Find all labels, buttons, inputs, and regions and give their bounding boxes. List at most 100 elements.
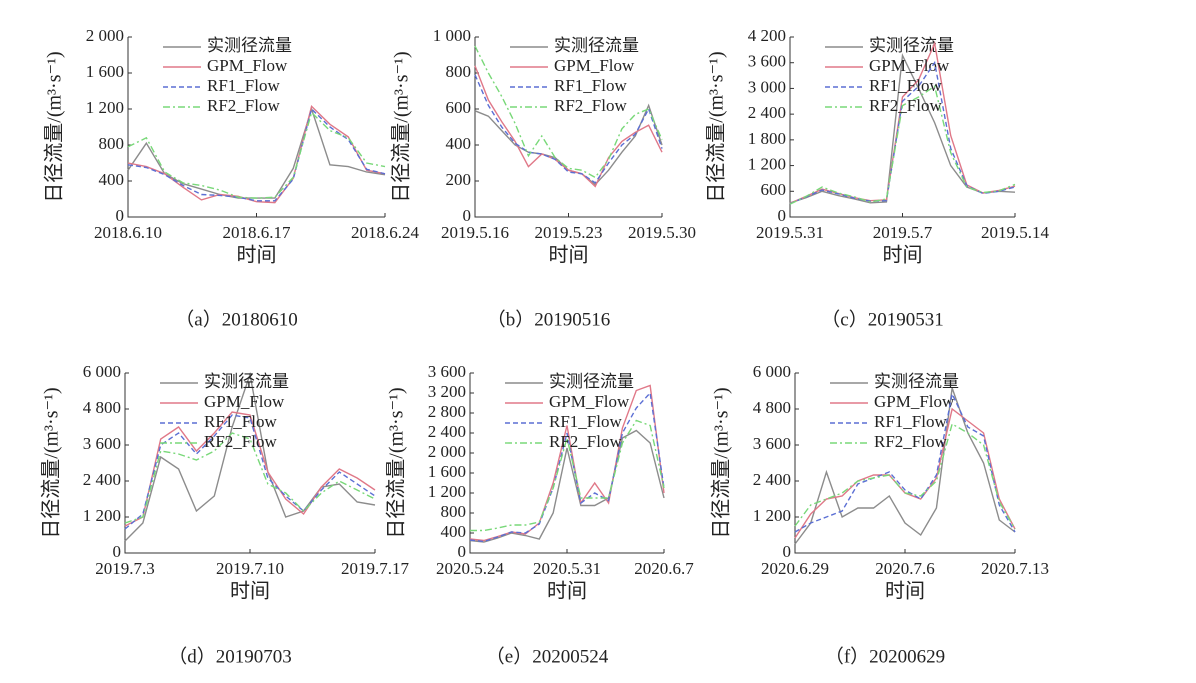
y-tick-label: 3 600 — [753, 434, 791, 453]
y-tick-label: 4 800 — [753, 398, 791, 417]
y-tick-label: 0 — [778, 206, 787, 225]
x-tick-label: 2018.6.24 — [351, 223, 420, 242]
y-tick-label: 2 800 — [428, 402, 466, 421]
series-line — [127, 111, 386, 199]
caption: （f）20200629 — [825, 645, 945, 667]
series-line — [127, 104, 386, 204]
y-tick-label: 1 200 — [83, 506, 121, 525]
legend-label: GPM_Flow — [554, 56, 635, 75]
y-tick-label: 1 600 — [86, 62, 124, 81]
y-axis-label: 日径流量/(m³·s⁻¹) — [705, 51, 728, 202]
legend-label: 实测径流量 — [869, 36, 954, 55]
y-tick-label: 400 — [99, 170, 125, 189]
panel: 0 600 1 200 1 800 2 400 3 000 3 600 4 200 2019.5… — [705, 26, 1050, 330]
series-line — [474, 103, 663, 186]
y-tick-label: 0 — [783, 542, 792, 561]
series-line — [127, 107, 386, 202]
y-tick-label: 800 — [441, 502, 467, 521]
x-tick-label: 2019.5.30 — [628, 223, 696, 242]
legend-label: RF2_Flow — [869, 96, 942, 115]
y-tick-label: 4 200 — [748, 26, 786, 45]
x-axis-label: 时间 — [885, 580, 925, 603]
series-line — [789, 60, 1016, 205]
y-tick-label: 400 — [441, 522, 467, 541]
x-tick-label: 2019.7.10 — [216, 559, 284, 578]
legend-label: 实测径流量 — [874, 372, 959, 391]
x-tick-label: 2019.7.3 — [95, 559, 155, 578]
x-axis-label: 时间 — [237, 244, 277, 267]
y-tick-label: 0 — [463, 206, 472, 225]
legend-label: RF1_Flow — [554, 76, 627, 95]
x-axis-label: 时间 — [230, 580, 270, 603]
y-tick-label: 2 400 — [83, 470, 121, 489]
y-tick-label: 800 — [446, 62, 472, 81]
series-line — [794, 422, 1016, 530]
panel: 0 1 200 2 400 3 600 4 800 6 000 2020.6.29 2020.… — [710, 362, 1049, 667]
y-tick-label: 1 000 — [433, 26, 471, 45]
y-tick-label: 6 000 — [83, 362, 121, 381]
x-axis-label: 时间 — [883, 244, 923, 267]
y-axis-label: 日径流量/(m³·s⁻¹) — [710, 387, 733, 538]
y-tick-label: 1 200 — [753, 506, 791, 525]
y-tick-label: 3 200 — [428, 382, 466, 401]
series-line — [124, 414, 376, 530]
y-axis-label: 日径流量/(m³·s⁻¹) — [385, 387, 408, 538]
y-tick-label: 0 — [116, 206, 125, 225]
series-line — [474, 74, 663, 184]
series-line — [127, 106, 386, 199]
legend-label: GPM_Flow — [549, 392, 630, 411]
legend-label: RF2_Flow — [207, 96, 280, 115]
panel: 0 1 200 2 400 3 600 4 800 6 000 2019.7.3 2019.7… — [40, 362, 410, 667]
y-axis-label: 日径流量/(m³·s⁻¹) — [43, 51, 66, 202]
x-tick-label: 2020.6.7 — [634, 559, 694, 578]
series-line — [124, 432, 376, 524]
x-tick-label: 2020.7.6 — [875, 559, 935, 578]
y-tick-label: 3 600 — [748, 52, 786, 71]
y-tick-label: 2 400 — [748, 103, 786, 122]
x-tick-label: 2020.6.29 — [761, 559, 829, 578]
caption: （e）20200524 — [486, 645, 609, 667]
y-axis-label: 日径流量/(m³·s⁻¹) — [40, 387, 63, 538]
series-line — [474, 45, 663, 179]
x-tick-label: 2019.5.14 — [981, 223, 1050, 242]
x-tick-label: 2019.7.17 — [341, 559, 410, 578]
x-tick-label: 2019.5.7 — [873, 223, 933, 242]
y-tick-label: 2 000 — [428, 442, 466, 461]
y-tick-label: 1 600 — [428, 462, 466, 481]
x-tick-label: 2019.5.16 — [441, 223, 509, 242]
y-axis-label: 日径流量/(m³·s⁻¹) — [390, 51, 413, 202]
caption: （b）20190516 — [487, 308, 611, 330]
legend-label: 实测径流量 — [204, 372, 289, 391]
caption: （c）20190531 — [821, 308, 943, 330]
panel: 0 400 800 1 200 1 600 2 000 2018.6.10 2018.6.17… — [43, 26, 420, 330]
y-tick-label: 3 600 — [428, 362, 466, 381]
x-tick-label: 2020.7.13 — [981, 559, 1049, 578]
legend-label: 实测径流量 — [207, 36, 292, 55]
legend-label: RF2_Flow — [549, 432, 622, 451]
legend-label: 实测径流量 — [549, 372, 634, 391]
series-line — [794, 387, 1016, 545]
y-tick-label: 2 400 — [753, 470, 791, 489]
y-tick-label: 1 200 — [748, 154, 786, 173]
y-tick-label: 1 200 — [428, 482, 466, 501]
legend-label: RF2_Flow — [554, 96, 627, 115]
y-tick-label: 4 800 — [83, 398, 121, 417]
y-tick-label: 600 — [446, 98, 472, 117]
y-tick-label: 3 600 — [83, 434, 121, 453]
legend-label: RF2_Flow — [204, 432, 277, 451]
y-tick-label: 0 — [113, 542, 122, 561]
y-tick-label: 1 800 — [748, 129, 786, 148]
legend-label: RF1_Flow — [204, 412, 277, 431]
legend-label: RF1_Flow — [207, 76, 280, 95]
x-tick-label: 2019.5.31 — [756, 223, 824, 242]
x-tick-label: 2020.5.31 — [533, 559, 601, 578]
x-tick-label: 2020.5.24 — [436, 559, 505, 578]
legend-label: GPM_Flow — [874, 392, 955, 411]
legend-label: RF2_Flow — [874, 432, 947, 451]
series-line — [470, 419, 665, 532]
series-line — [124, 411, 376, 527]
y-tick-label: 400 — [446, 134, 472, 153]
y-tick-label: 800 — [99, 134, 125, 153]
